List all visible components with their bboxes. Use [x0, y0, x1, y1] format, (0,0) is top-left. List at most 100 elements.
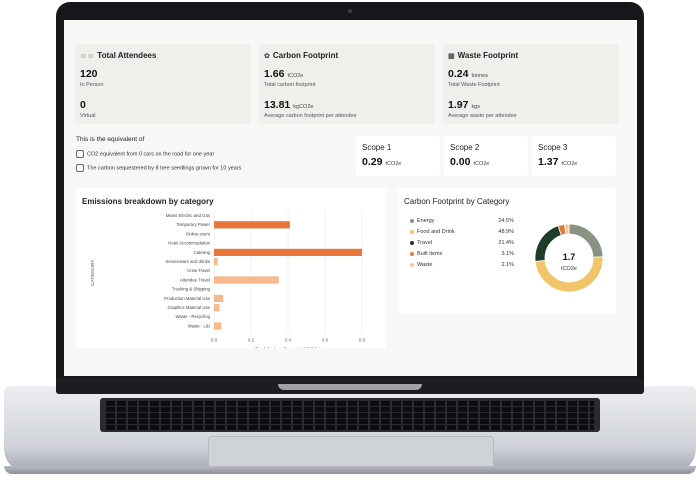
scope-1-card: Scope 1 0.29 tCO2e [356, 136, 440, 176]
category-label: Trucking & Shipping [172, 287, 211, 292]
waste-total-label: Total Waste Footprint [448, 82, 500, 88]
x-tick-label: 0.2 [248, 338, 255, 343]
donut-slice [564, 223, 570, 235]
attendees-title: Total Attendees [97, 51, 157, 60]
camera-icon [348, 9, 352, 13]
footprint-donut-chart: 1.7 tCO2e [534, 223, 604, 293]
car-icon [76, 150, 84, 158]
category-label: Mains Electric and Gas [166, 213, 210, 218]
bar [214, 248, 362, 256]
category-label: Online event [186, 231, 211, 236]
footprint-category-title: Carbon Footprint by Category [404, 197, 510, 206]
keyboard [100, 398, 600, 432]
legend-waste: Waste [410, 262, 432, 268]
legend-waste-dot [410, 262, 414, 267]
x-tick-label: 0.0 [211, 338, 218, 343]
legend-energy-dot [410, 218, 414, 223]
waste-avg-unit: kgs [471, 104, 480, 110]
footprint-category-card: Carbon Footprint by Category Energy 24.5… [398, 188, 616, 314]
donut-slice [534, 256, 604, 293]
legend-food-dot [410, 229, 414, 234]
category-label: Catering [194, 250, 211, 255]
x-tick-label: 0.6 [322, 338, 329, 343]
virtual-value: 0 [80, 99, 86, 111]
bin-icon: ▦ [448, 53, 455, 60]
legend-food: Food and Drink [410, 229, 455, 235]
waste-avg-value: 1.97 [448, 99, 469, 111]
laptop-lip [4, 466, 696, 474]
carbon-avg-label: Average carbon footprint per attendee [264, 113, 357, 119]
donut-center-value: 1.7 [563, 252, 576, 262]
category-label: Waste - L&I [188, 323, 210, 328]
category-label: Serviceware and drinks [165, 259, 210, 264]
legend-built-label: Built items [417, 251, 443, 257]
legend-food-label: Food and Drink [417, 229, 455, 235]
dashboard-screen: ☺☺ Total Attendees 120 In Person 0 Virtua… [64, 20, 637, 376]
in-person-value: 120 [80, 68, 98, 80]
bar [214, 276, 279, 284]
legend-waste-pct: 2.1% [501, 262, 514, 268]
scope-3-title: Scope 3 [538, 143, 568, 152]
category-label: Hotel Accommodation [168, 241, 210, 246]
equivalent-trees-row: The carbon sequestered by 8 tree seedlin… [76, 164, 241, 172]
carbon-total-unit: tCO2e [287, 73, 304, 79]
legend-waste-label: Waste [417, 262, 433, 268]
category-label: Temporary Power [176, 222, 210, 227]
carbon-card: ✿ Carbon Footprint 1.66 tCO2e Total carbon… [258, 44, 434, 124]
scope-2-title: Scope 2 [450, 143, 480, 152]
legend-travel-dot [410, 240, 414, 245]
emissions-chart-card: Emissions breakdown by category 0.0 0.2 0.… [76, 188, 386, 348]
attendees-card: ☺☺ Total Attendees 120 In Person 0 Virtua… [74, 44, 250, 124]
waste-title: Waste Footprint [457, 51, 519, 60]
emissions-bar-chart: 0.0 0.2 0.4 0.6 0.8 Mains Electric and Gas Tem… [90, 210, 366, 348]
category-label: Waste - Recycling [176, 314, 211, 319]
legend-travel: Travel [410, 240, 432, 246]
leaf-icon: ✿ [264, 53, 270, 60]
scope-3-value: 1.37 [538, 156, 559, 168]
x-axis-label: Total Carbon Footprint (tCO2e) [255, 347, 321, 348]
emissions-chart-title: Emissions breakdown by category [82, 197, 214, 206]
donut-slice [534, 225, 562, 262]
scope-2-value: 0.00 [450, 156, 471, 168]
category-label: Crew Travel [187, 268, 210, 273]
equivalent-cars-row: CO2 equivalent from 0 cars on the road f… [76, 150, 214, 158]
scope-1-unit: tCO2e [385, 161, 402, 167]
bar [214, 322, 222, 330]
laptop-hinge [278, 384, 422, 390]
carbon-total-value: 1.66 [264, 68, 285, 80]
carbon-avg-value: 13.81 [264, 99, 291, 111]
legend-energy-label: Energy [417, 218, 435, 224]
legend-built-dot [410, 251, 414, 256]
bar [214, 258, 218, 266]
virtual-label: Virtual [80, 113, 96, 119]
carbon-total-label: Total carbon footprint [264, 82, 316, 88]
waste-card: ▦ Waste Footprint 0.24 tonnes Total Waste … [442, 44, 618, 124]
carbon-avg-unit: kgCO2e [293, 104, 314, 110]
legend-energy-pct: 24.5% [498, 218, 514, 224]
bar [214, 221, 290, 229]
in-person-label: In Person [80, 82, 104, 88]
equivalent-cars-text: CO2 equivalent from 0 cars on the road f… [87, 151, 215, 158]
category-label: Attendee Travel [180, 277, 210, 282]
scope-2-card: Scope 2 0.00 tCO2e [444, 136, 528, 176]
legend-travel-label: Travel [417, 240, 433, 246]
legend-built-pct: 3.1% [501, 251, 514, 257]
legend-travel-pct: 21.4% [498, 240, 514, 246]
scope-1-value: 0.29 [362, 156, 383, 168]
category-label: Graphics Material Use [167, 305, 210, 310]
scope-1-title: Scope 1 [362, 143, 392, 152]
legend-energy: Energy [410, 218, 434, 224]
scope-2-unit: tCO2e [473, 161, 490, 167]
people-icon: ☺☺ [80, 53, 95, 60]
equivalent-heading: This is the equivalent of [76, 136, 145, 143]
legend-built: Built items [410, 251, 442, 257]
x-tick-label: 0.4 [285, 338, 292, 343]
scope-3-unit: tCO2e [561, 161, 578, 167]
waste-total-unit: tonnes [471, 73, 488, 79]
legend-food-pct: 48.9% [498, 229, 514, 235]
carbon-title: Carbon Footprint [272, 51, 339, 60]
y-axis-label: CATEGORY [90, 259, 96, 286]
x-tick-label: 0.8 [359, 338, 366, 343]
equivalent-trees-text: The carbon sequestered by 8 tree seedlin… [87, 165, 242, 172]
donut-center-unit: tCO2e [561, 266, 577, 272]
